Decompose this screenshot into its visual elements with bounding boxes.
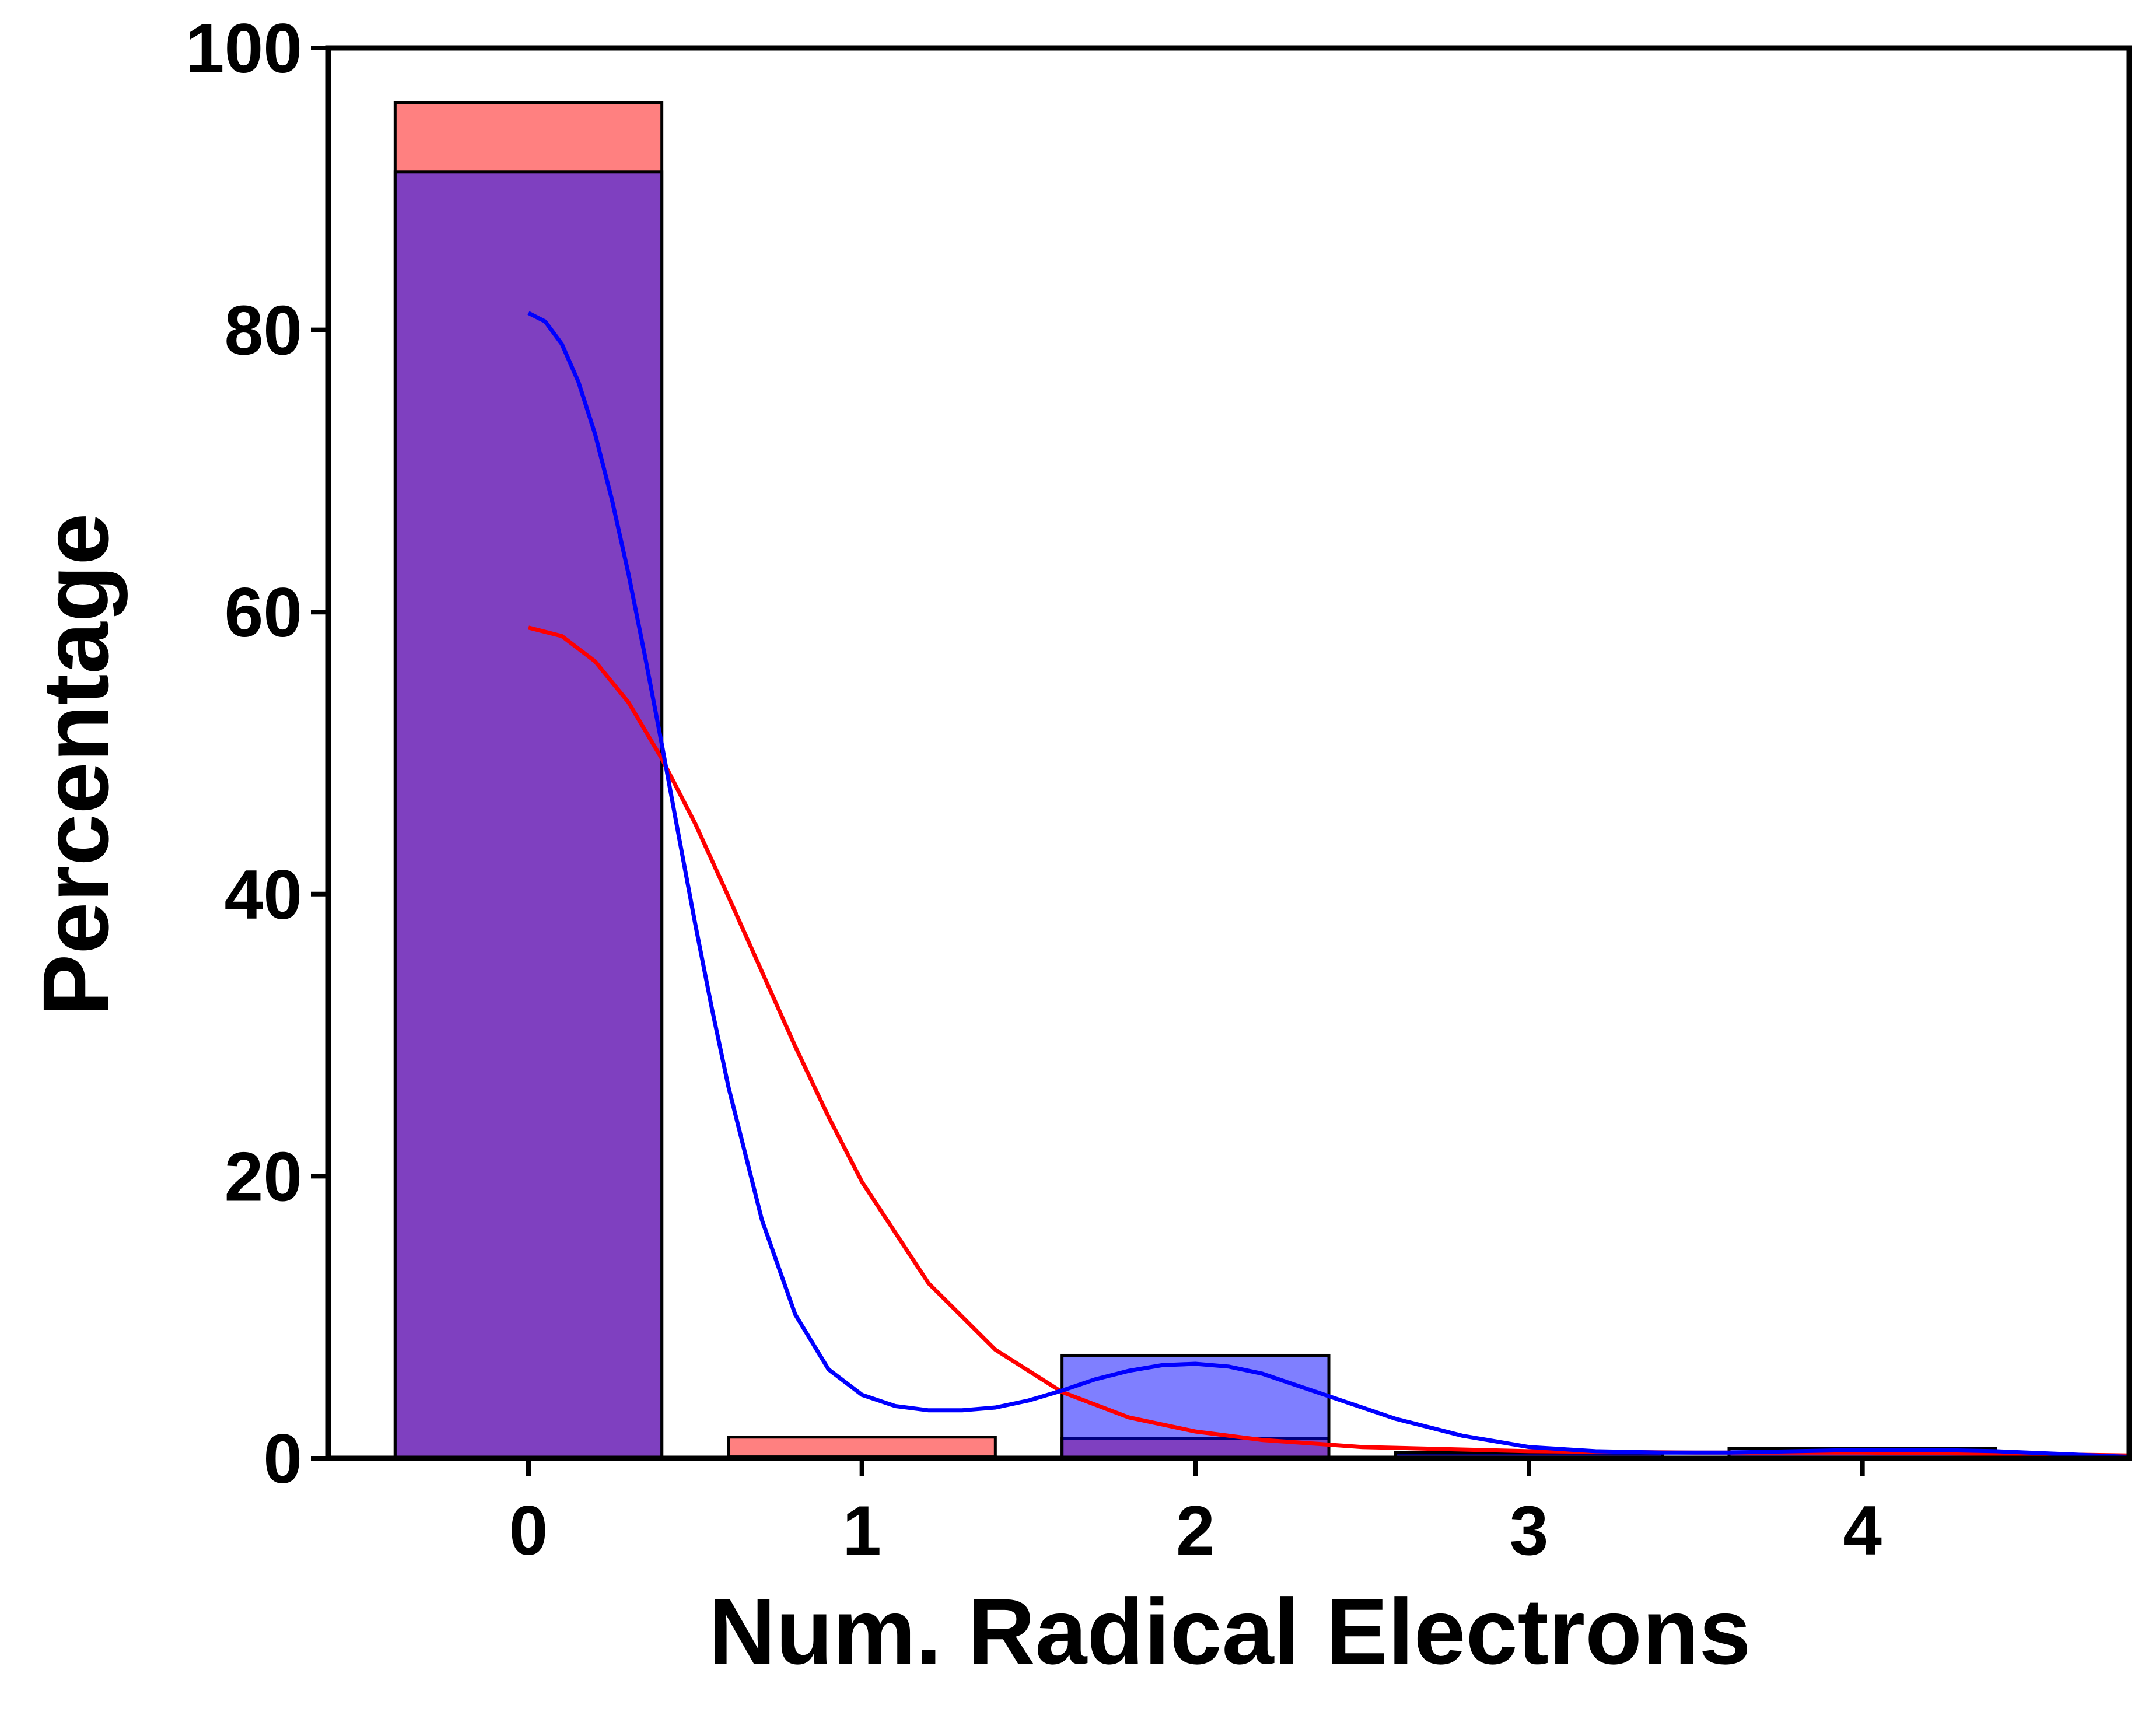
bars-layer	[393, 101, 1997, 1460]
x-axis-title: Num. Radical Electrons	[708, 1579, 1751, 1684]
y-tick-label-20: 20	[225, 1138, 302, 1216]
x-tick-label-3: 3	[1510, 1492, 1549, 1570]
x-tick-label-4: 4	[1843, 1492, 1882, 1570]
kde-layer	[527, 311, 2130, 1460]
y-axis-title: Percentage	[23, 513, 128, 1017]
kde-curve-series-1	[528, 625, 2130, 1458]
x-tick-label-2: 2	[1176, 1492, 1215, 1570]
x-tick-label-0: 0	[509, 1492, 548, 1570]
axes-layer	[326, 45, 2132, 1461]
y-tick-label-40: 40	[225, 856, 302, 934]
x-tick-label-1: 1	[842, 1492, 881, 1570]
y-tick-label-100: 100	[186, 9, 302, 88]
y-tick-label-80: 80	[225, 292, 302, 370]
bar-series-2-x-0	[393, 170, 664, 1460]
kde-curve-series-2	[527, 311, 2130, 1460]
y-tick-label-0: 0	[263, 1420, 302, 1498]
bar-series-1-x-1	[727, 1436, 997, 1460]
y-tick-label-60: 60	[225, 573, 302, 652]
plot-frame	[326, 45, 2132, 1461]
